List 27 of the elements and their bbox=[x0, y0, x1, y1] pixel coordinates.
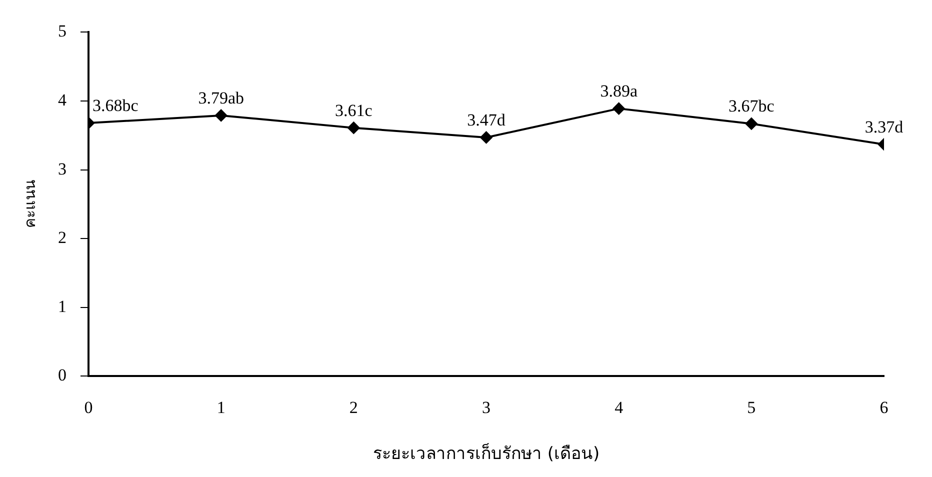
y-axis-title: คะแนน bbox=[20, 180, 39, 228]
point bbox=[745, 118, 758, 130]
x-tick-label: 4 bbox=[614, 398, 624, 417]
data-label: 3.68bc bbox=[92, 96, 139, 115]
data-label: 3.89a bbox=[600, 82, 638, 101]
x-tick-label: 2 bbox=[349, 398, 358, 417]
point bbox=[215, 109, 228, 122]
x-axis-title: ระยะเวลาการเก็บรักษา (เดือน) bbox=[372, 442, 600, 464]
x-tick-label: 0 bbox=[84, 398, 93, 417]
y-tick-label: 2 bbox=[58, 228, 66, 248]
point bbox=[348, 122, 360, 134]
data-label: 3.37d bbox=[864, 117, 904, 136]
y-tick-label: 4 bbox=[58, 90, 67, 110]
data-label: 3.67bc bbox=[728, 96, 775, 116]
data-label: 3.79ab bbox=[198, 88, 244, 108]
x-tick-label: 1 bbox=[216, 398, 226, 417]
data-label: 3.47d bbox=[467, 110, 506, 130]
y-tick-label: 0 bbox=[58, 366, 66, 385]
y-tick-label: 5 bbox=[58, 22, 66, 41]
point bbox=[480, 131, 492, 144]
x-tick-label: 6 bbox=[880, 398, 888, 417]
x-tick-label: 3 bbox=[482, 398, 490, 417]
y-tick-label: 3 bbox=[58, 159, 66, 178]
data-label: 3.61c bbox=[335, 100, 373, 120]
point bbox=[612, 102, 625, 115]
y-tick-label: 1 bbox=[58, 296, 66, 316]
x-tick-label: 5 bbox=[747, 398, 756, 417]
